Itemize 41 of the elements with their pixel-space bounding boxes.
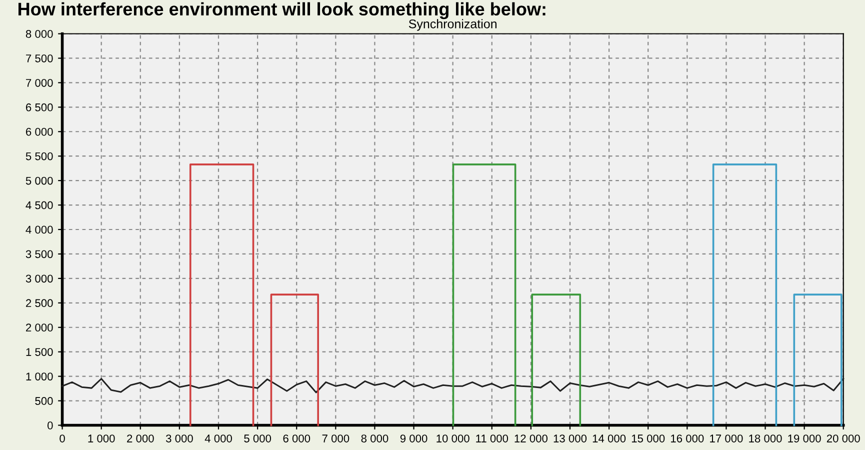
y-tick-label: 500 (35, 397, 53, 405)
y-tick-label: 1 500 (26, 348, 53, 356)
x-tick-label: 2 000 (127, 434, 154, 442)
y-tick-label: 5 500 (26, 152, 53, 160)
x-tick-label: 18 000 (749, 434, 782, 442)
x-tick-label: 13 000 (554, 434, 587, 442)
x-tick-label: 14 000 (592, 434, 626, 442)
x-tick-label: 3 000 (166, 434, 193, 442)
x-tick-label: 9 000 (400, 434, 428, 442)
y-tick-label: 7 000 (26, 78, 53, 87)
x-tick-label: 7 000 (322, 434, 350, 442)
text: How interference environment will look something like below: (18, 2, 546, 20)
x-tick-label: 17 000 (710, 434, 743, 442)
y-tick-label: 1 000 (26, 372, 53, 380)
x-tick-label: 5 000 (244, 434, 272, 442)
y-tick-label: 6 500 (26, 103, 53, 112)
y-tick-label: 3 500 (26, 250, 53, 258)
x-tick-label: 15 000 (632, 434, 665, 442)
x-tick-label: 1 000 (88, 434, 115, 442)
chart-title: Synchronization (408, 19, 496, 31)
y-tick-label: 0 (48, 422, 53, 430)
y-tick-label: 4 000 (26, 226, 53, 234)
line-series (62, 378, 844, 394)
x-tick-label: 19 000 (788, 434, 821, 442)
y-tick-label: 2 000 (26, 324, 53, 332)
x-tick-label: 8 000 (361, 434, 388, 442)
x-tick-label: 12 000 (514, 434, 548, 442)
y-tick-label: 8 000 (26, 30, 53, 38)
y-tick-label: 4 500 (26, 201, 53, 210)
x-tick-label: 4 000 (204, 434, 232, 442)
y-tick-label: 7 500 (26, 54, 53, 62)
x-tick-label: 10 000 (436, 434, 470, 442)
x-tick-label: 6 000 (283, 434, 310, 442)
x-tick-label: 0 (60, 434, 65, 442)
x-tick-label: 16 000 (671, 434, 704, 442)
y-tick-label: 2 500 (26, 299, 53, 308)
x-tick-label: 20 000 (826, 434, 860, 442)
y-tick-label: 3 000 (26, 274, 53, 283)
y-tick-label: 5 000 (26, 176, 53, 185)
x-tick-label: 11 000 (476, 434, 508, 442)
y-tick-label: 6 000 (26, 128, 53, 136)
